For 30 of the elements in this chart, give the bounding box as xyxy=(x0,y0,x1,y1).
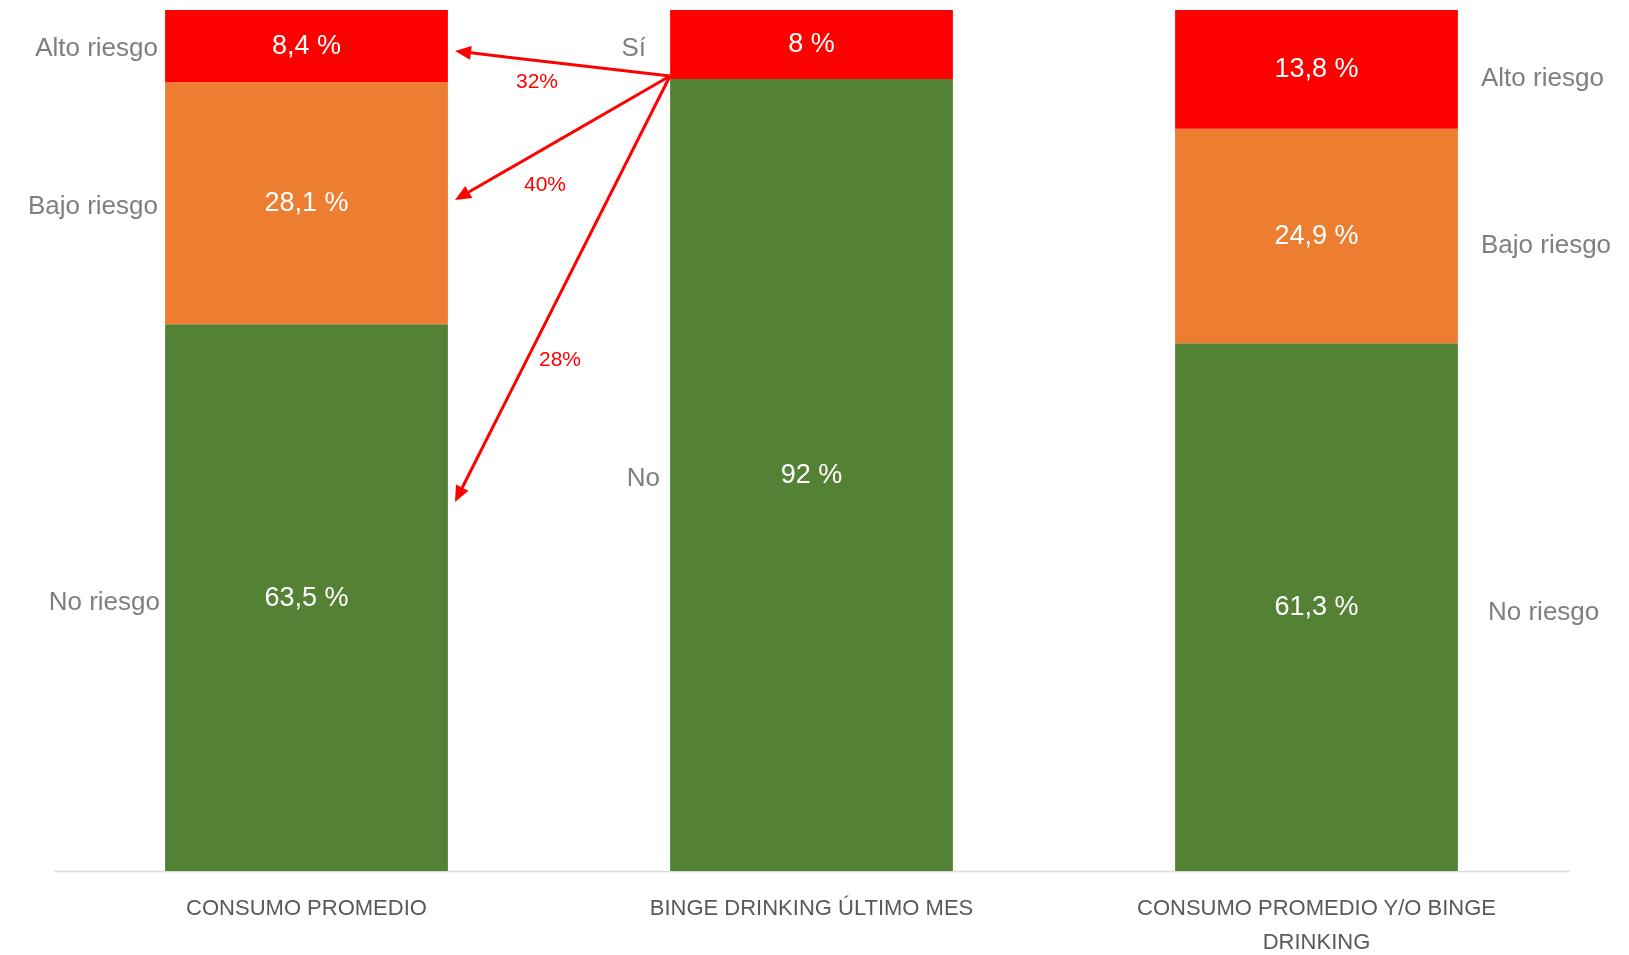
annotation: No riesgo xyxy=(1488,596,1600,626)
x-tick-label: BINGE DRINKING ÚLTIMO MES xyxy=(649,894,974,920)
data-label: 28,1 % xyxy=(264,187,349,218)
data-label: 63,5 % xyxy=(264,581,349,612)
annotation: Alto riesgo xyxy=(35,32,158,62)
data-label: 8 % xyxy=(788,28,835,59)
data-label: 13,8 % xyxy=(1274,53,1359,84)
bar xyxy=(1175,343,1458,871)
annotation: Alto riesgo xyxy=(1481,62,1604,92)
bar xyxy=(165,82,448,325)
annotation: Sí xyxy=(621,32,647,62)
annotation: Bajo riesgo xyxy=(27,190,158,220)
bar xyxy=(1175,128,1458,344)
annotation: 32% xyxy=(515,69,559,92)
bar xyxy=(165,324,448,871)
annotation: No riesgo xyxy=(48,586,160,616)
data-label: 61,3 % xyxy=(1274,591,1359,622)
bar xyxy=(670,78,953,871)
data-label: 24,9 % xyxy=(1274,220,1359,251)
data-label: 92 % xyxy=(780,458,843,489)
bar xyxy=(670,10,953,79)
annotation: 28% xyxy=(538,347,582,370)
bar xyxy=(165,10,448,83)
x-tick-label: CONSUMO PROMEDIO Y/O BINGE DRINKING xyxy=(1137,894,1496,954)
data-label: 8,4 % xyxy=(271,30,342,61)
annotation: Bajo riesgo xyxy=(1481,229,1612,259)
annotation: 40% xyxy=(523,172,567,195)
bar xyxy=(1175,10,1458,129)
x-tick-label: CONSUMO PROMEDIO xyxy=(186,894,427,920)
annotation: No xyxy=(626,462,660,492)
